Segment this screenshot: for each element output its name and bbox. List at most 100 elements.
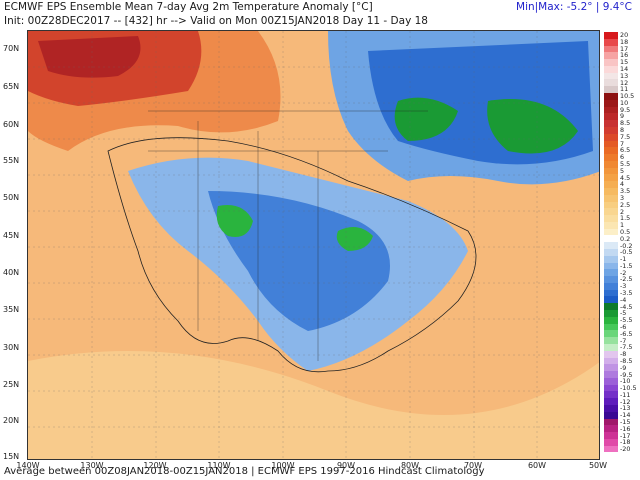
color-scale-label: -2.5 bbox=[620, 275, 633, 284]
color-scale-swatch bbox=[604, 126, 618, 134]
color-scale-swatch bbox=[604, 418, 618, 426]
color-scale-swatch bbox=[604, 350, 618, 358]
color-scale-label: 8 bbox=[620, 126, 625, 135]
color-scale-label: 2.5 bbox=[620, 200, 631, 209]
lon-label: 100W bbox=[271, 461, 295, 470]
color-scale-label: -9.5 bbox=[620, 370, 633, 379]
color-scale-label: 8.5 bbox=[620, 119, 631, 128]
lat-label: 65N bbox=[3, 82, 20, 91]
color-scale-swatch bbox=[604, 65, 618, 73]
color-scale-swatch bbox=[604, 445, 618, 453]
lat-label: 50N bbox=[3, 193, 20, 202]
color-scale-swatch bbox=[604, 32, 618, 39]
color-scale-swatch bbox=[604, 343, 618, 351]
color-scale-label: -6 bbox=[620, 322, 627, 331]
color-scale-swatch bbox=[604, 276, 618, 283]
color-scale-swatch bbox=[604, 38, 618, 46]
color-scale-swatch bbox=[604, 79, 618, 87]
lat-label: 40N bbox=[3, 268, 20, 277]
color-scale-swatch bbox=[604, 289, 618, 297]
color-scale-swatch bbox=[604, 316, 618, 324]
color-scale-label: -15 bbox=[620, 418, 631, 427]
color-scale-swatch bbox=[604, 147, 618, 155]
color-scale-swatch bbox=[604, 93, 618, 100]
color-scale-swatch bbox=[604, 194, 618, 202]
graticule bbox=[28, 31, 599, 459]
color-scale-label: -20 bbox=[620, 445, 631, 454]
color-scale-label: -14 bbox=[620, 411, 631, 420]
color-scale-label: 3.5 bbox=[620, 187, 631, 196]
map-subtitle: Init: 00Z28DEC2017 -- [432] hr --> Valid… bbox=[4, 15, 428, 27]
color-scale-swatch bbox=[604, 364, 618, 372]
color-scale-label: 4.5 bbox=[620, 173, 631, 182]
color-scale-swatch bbox=[604, 432, 618, 439]
color-scale-label: 14 bbox=[620, 64, 629, 73]
color-scale-swatch bbox=[604, 228, 618, 236]
color-scale-swatch bbox=[604, 357, 618, 365]
color-scale-swatch bbox=[604, 282, 618, 290]
color-scale-label: -1 bbox=[620, 255, 627, 264]
color-scale-swatch bbox=[604, 404, 618, 412]
color-scale-label: 2 bbox=[620, 207, 625, 216]
color-scale-label: -8.5 bbox=[620, 356, 633, 365]
color-scale-label: -0.2 bbox=[620, 241, 633, 250]
lon-label: 60W bbox=[527, 461, 547, 470]
color-scale-swatch bbox=[604, 438, 618, 446]
color-scale-swatch bbox=[604, 52, 618, 60]
quebec-cold-core bbox=[487, 99, 578, 154]
color-scale-label: 10.5 bbox=[620, 92, 635, 101]
color-scale-swatch bbox=[604, 330, 618, 338]
color-scale-swatch bbox=[604, 221, 618, 229]
color-scale-label: -13 bbox=[620, 404, 631, 413]
color-scale-label: -18 bbox=[620, 438, 631, 447]
color-scale-label: 12 bbox=[620, 78, 629, 87]
color-scale-label: -16 bbox=[620, 424, 631, 433]
lon-label: 70W bbox=[463, 461, 483, 470]
color-scale-swatch bbox=[604, 154, 618, 161]
color-scale-swatch bbox=[604, 215, 618, 222]
color-scale-swatch bbox=[604, 384, 618, 392]
color-scale-swatch bbox=[604, 140, 618, 148]
color-scale-swatch bbox=[604, 255, 618, 263]
color-scale-label: 6.5 bbox=[620, 146, 631, 155]
map-footer: Average between 00Z08JAN2018-00Z15JAN201… bbox=[4, 466, 485, 477]
lon-label: 120W bbox=[143, 461, 167, 470]
color-scale-swatch bbox=[604, 86, 618, 94]
color-scale-label: -7.5 bbox=[620, 343, 633, 352]
anomaly-map bbox=[27, 30, 600, 460]
color-scale-bar bbox=[604, 32, 618, 453]
color-scale-swatch bbox=[604, 59, 618, 66]
color-scale-swatch bbox=[604, 310, 618, 317]
color-scale-label: -5.5 bbox=[620, 316, 633, 325]
color-scale-swatch bbox=[604, 201, 618, 209]
color-scale-swatch bbox=[604, 208, 618, 216]
map-canvas bbox=[28, 31, 599, 459]
color-scale-label: -10.5 bbox=[620, 384, 637, 393]
color-scale-label: 6 bbox=[620, 153, 625, 162]
color-scale-label: 11 bbox=[620, 85, 629, 94]
lon-label: 80W bbox=[400, 461, 420, 470]
color-scale-label: -2 bbox=[620, 268, 627, 277]
color-scale-label: 20 bbox=[620, 31, 629, 39]
color-scale-swatch bbox=[604, 106, 618, 114]
color-scale-swatch bbox=[604, 99, 618, 107]
lat-label: 15N bbox=[3, 452, 20, 461]
color-scale-swatch bbox=[604, 45, 618, 53]
color-scale-label: 5.5 bbox=[620, 160, 631, 169]
color-scale-label: 16 bbox=[620, 51, 629, 60]
color-scale-label: -5 bbox=[620, 309, 627, 318]
color-scale-label: -12 bbox=[620, 397, 631, 406]
color-scale-label: -8 bbox=[620, 350, 627, 359]
color-scale-swatch bbox=[604, 391, 618, 399]
color-scale-label: 7 bbox=[620, 139, 625, 148]
color-scale-swatch bbox=[604, 72, 618, 80]
color-scale-swatch bbox=[604, 398, 618, 405]
color-scale-label: -3 bbox=[620, 282, 627, 291]
color-scale-swatch bbox=[604, 174, 618, 182]
color-scale-label: 5 bbox=[620, 166, 625, 175]
color-scale-label: 9.5 bbox=[620, 105, 631, 114]
lat-label: 45N bbox=[3, 231, 20, 240]
color-scale-label: 0.2 bbox=[620, 234, 631, 243]
lat-label: 30N bbox=[3, 343, 20, 352]
lon-label: 90W bbox=[336, 461, 356, 470]
